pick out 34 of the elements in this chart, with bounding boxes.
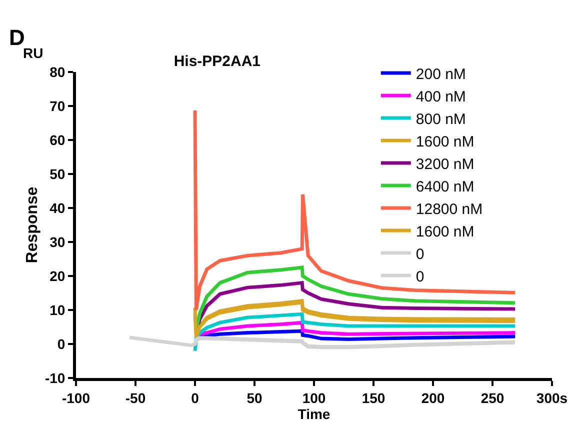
x-tick-label: 100 [302,390,326,406]
y-tick-label: -10 [44,370,66,386]
text: RU [23,45,44,61]
legend-label: 400 nM [416,88,466,106]
x-tick-label: 50 [246,390,262,406]
legend-label: 12800 nM [416,200,483,218]
y-tick-label: 80 [50,64,66,80]
y-tick-label: 0 [57,336,66,352]
legend-label: 0 [416,268,424,286]
legend-label: 1600 nM [416,133,474,150]
legend-label: 3200 nM [416,156,474,173]
x-axis-title: Time [298,406,330,422]
legend-label: 200 nM [416,66,466,83]
y-axis-title: Response [24,186,41,264]
legend-label: 800 nM [416,110,466,128]
y-tick-label: 10 [50,302,66,318]
x-tick-label: 300s [536,390,568,406]
legend-label: 0 [416,246,424,263]
text: D [9,25,25,50]
legend-label: 6400 nM [416,178,474,196]
x-tick-label: -100 [62,390,90,406]
x-tick-label: 250 [480,390,504,406]
x-tick-label: -50 [125,390,146,406]
y-tick-label: 50 [50,166,66,182]
y-tick-label: 70 [50,98,66,114]
x-tick-label: 0 [191,390,200,406]
y-tick-label: 20 [50,268,66,284]
y-tick-label: 40 [50,200,66,216]
x-tick-label: 150 [362,390,386,406]
legend-label: 1600 nM [416,223,474,240]
x-tick-label: 200 [421,390,445,406]
y-tick-label: 30 [50,234,66,250]
y-tick-label: 60 [50,132,66,148]
chart-title: His-PP2AA1 [174,53,261,70]
